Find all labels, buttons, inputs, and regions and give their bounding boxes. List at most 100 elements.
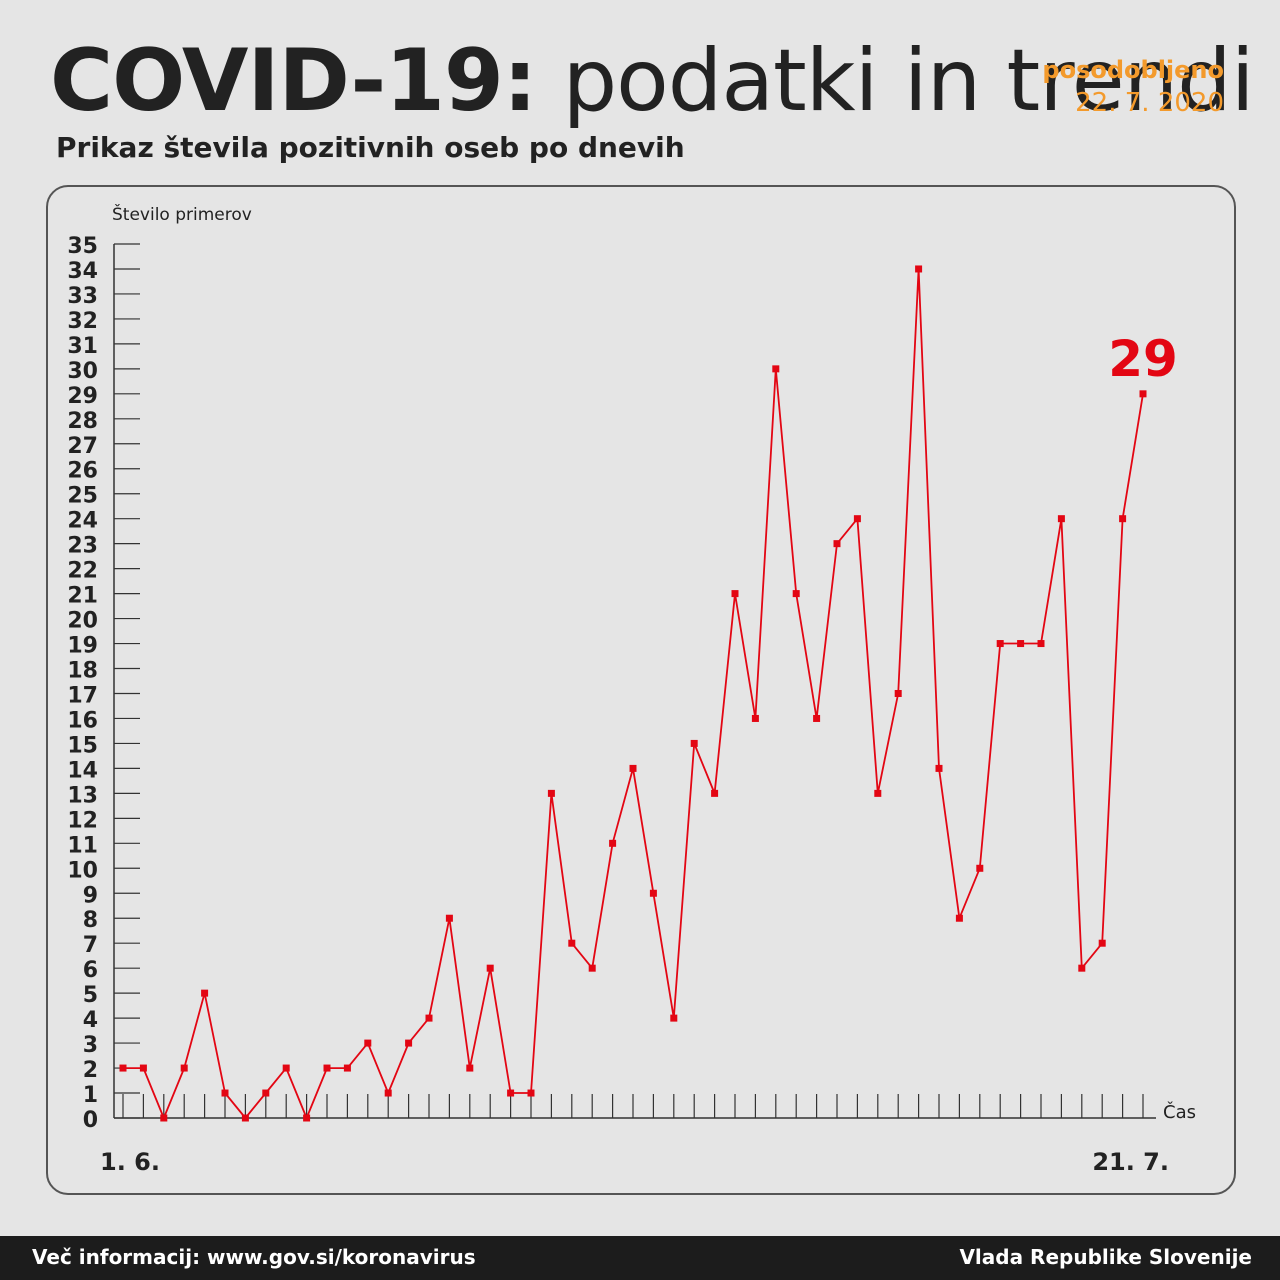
- title-bold: COVID-19:: [50, 31, 537, 131]
- data-point: [853, 515, 861, 523]
- y-tick-label: 7: [83, 933, 98, 958]
- page-title: COVID-19: podatki in trendi: [50, 26, 1255, 136]
- footer-bar: Več informacij: www.gov.si/koronavirus V…: [0, 1236, 1280, 1280]
- y-tick-label: 19: [67, 634, 98, 659]
- data-point: [894, 689, 902, 697]
- data-point: [955, 914, 963, 922]
- footer-info: Več informacij: www.gov.si/koronavirus: [32, 1245, 476, 1269]
- y-tick-label: 4: [83, 1008, 98, 1033]
- data-point: [649, 889, 657, 897]
- y-tick-label: 29: [67, 384, 98, 409]
- data-point: [833, 540, 841, 548]
- y-tick-label: 33: [67, 284, 98, 309]
- x-end-label: 21. 7.: [1092, 1148, 1169, 1176]
- y-tick-label: 11: [67, 833, 98, 858]
- data-point: [1057, 515, 1065, 523]
- data-point: [976, 864, 984, 872]
- data-point: [1078, 964, 1086, 972]
- y-tick-label: 15: [67, 733, 98, 758]
- series-line: [123, 268, 1144, 1119]
- update-info: posodobljeno 22. 7. 2020: [1042, 54, 1224, 120]
- data-point: [731, 590, 739, 598]
- y-tick-label: 12: [67, 808, 98, 833]
- data-point: [221, 1089, 229, 1097]
- y-tick-label: 9: [83, 883, 98, 908]
- updated-label: posodobljeno: [1042, 56, 1224, 84]
- y-axis-label: Število primerov: [112, 203, 252, 225]
- data-point: [201, 989, 209, 997]
- y-tick-label: 23: [67, 534, 98, 559]
- data-point: [282, 1064, 290, 1072]
- y-tick-label: 21: [67, 584, 98, 609]
- y-tick-label: 22: [67, 559, 98, 584]
- last-value-label: 29: [1108, 330, 1178, 388]
- chart-panel: [46, 185, 1236, 1195]
- data-point: [772, 365, 780, 373]
- y-tick-label: 5: [83, 983, 98, 1008]
- data-point: [486, 964, 494, 972]
- data-point: [527, 1089, 535, 1097]
- data-point: [466, 1064, 474, 1072]
- y-tick-label: 25: [67, 484, 98, 509]
- data-point: [139, 1064, 147, 1072]
- data-point: [690, 739, 698, 747]
- data-point: [670, 1014, 678, 1022]
- data-point: [1017, 640, 1025, 648]
- data-point: [343, 1064, 351, 1072]
- data-point: [629, 764, 637, 772]
- data-point: [935, 764, 943, 772]
- x-axis-label: Čas: [1163, 1101, 1196, 1123]
- y-tick-label: 2: [83, 1058, 98, 1083]
- y-tick-label: 18: [67, 659, 98, 684]
- y-tick-label: 30: [67, 359, 98, 384]
- data-point: [547, 789, 555, 797]
- data-point: [405, 1039, 413, 1047]
- y-tick-label: 3: [83, 1033, 98, 1058]
- y-tick-label: 28: [67, 409, 98, 434]
- y-tick-label: 10: [67, 858, 98, 883]
- data-point: [160, 1114, 168, 1122]
- data-point: [384, 1089, 392, 1097]
- data-point: [1119, 515, 1127, 523]
- y-tick-label: 14: [67, 758, 98, 783]
- data-point: [1139, 390, 1147, 398]
- x-start-label: 1. 6.: [100, 1148, 160, 1176]
- y-tick-label: 24: [67, 509, 98, 534]
- data-point: [425, 1014, 433, 1022]
- data-point: [588, 964, 596, 972]
- data-point: [445, 914, 453, 922]
- data-point: [792, 590, 800, 598]
- chart-subtitle: Prikaz števila pozitivnih oseb po dnevih: [56, 131, 685, 164]
- title-light: podatki in trendi: [562, 31, 1255, 131]
- data-point: [915, 265, 923, 273]
- data-point: [180, 1064, 188, 1072]
- y-tick-label: 16: [67, 708, 98, 733]
- y-tick-label: 20: [67, 609, 98, 634]
- y-tick-label: 31: [67, 334, 98, 359]
- data-point: [813, 714, 821, 722]
- y-tick-label: 32: [67, 309, 98, 334]
- data-point: [568, 939, 576, 947]
- data-point: [241, 1114, 249, 1122]
- data-point: [874, 789, 882, 797]
- data-point: [609, 839, 617, 847]
- updated-date: 22. 7. 2020: [1075, 88, 1224, 118]
- footer-org: Vlada Republike Slovenije: [959, 1245, 1252, 1269]
- y-tick-label: 34: [67, 259, 98, 284]
- data-point: [323, 1064, 331, 1072]
- y-tick-label: 6: [83, 958, 98, 983]
- data-point: [1037, 640, 1045, 648]
- data-point: [262, 1089, 270, 1097]
- data-point: [507, 1089, 515, 1097]
- y-tick-label: 13: [67, 783, 98, 808]
- data-point: [303, 1114, 311, 1122]
- data-point: [711, 789, 719, 797]
- data-point: [1098, 939, 1106, 947]
- data-point: [119, 1064, 127, 1072]
- data-point: [751, 714, 759, 722]
- y-tick-label: 0: [83, 1108, 98, 1133]
- y-tick-label: 1: [83, 1083, 98, 1108]
- y-tick-label: 17: [67, 683, 98, 708]
- data-point: [996, 640, 1004, 648]
